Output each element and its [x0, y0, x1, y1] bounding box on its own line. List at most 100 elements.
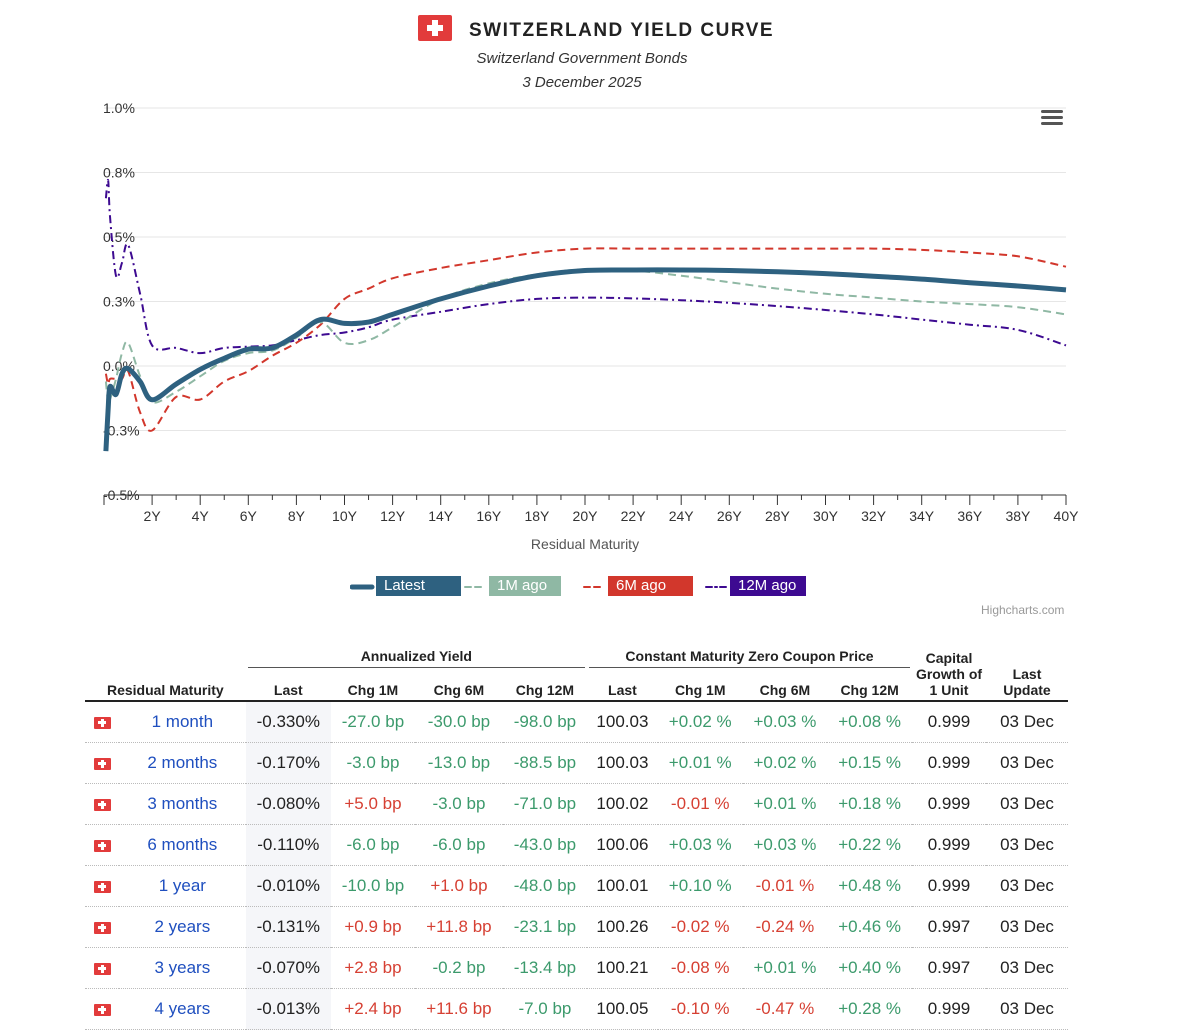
legend-symbol	[350, 584, 375, 590]
price-chg-12m: +0.46 %	[827, 906, 912, 948]
capital-growth: 0.997	[912, 947, 986, 989]
x-tick-label: 10Y	[332, 508, 358, 524]
series-line-1m-ago	[104, 268, 1067, 405]
x-tick-label: 8Y	[288, 508, 306, 524]
table-row: 2 years -0.131% +0.9 bp +11.8 bp -23.1 bp 100…	[85, 906, 1068, 948]
yield-chg-1m: +2.4 bp	[330, 988, 415, 1030]
header-residual-maturity-label: Residual Maturity	[106, 682, 224, 698]
last-update: 03 Dec	[986, 742, 1068, 784]
price-last: 100.01	[586, 865, 658, 907]
capital-growth: 0.999	[912, 988, 986, 1030]
yield-chg-1m: -3.0 bp	[330, 742, 415, 784]
table-sub-header-row: Last Chg 1M Chg 6M Chg 12M Last Chg 1M C…	[85, 670, 1068, 702]
price-chg-6m: +0.01 %	[742, 947, 828, 989]
yield-chg-6m: +11.6 bp	[415, 988, 503, 1030]
chart-title: SWITZERLAND YIELD CURVE	[469, 20, 775, 41]
yield-last: -0.131%	[245, 906, 331, 948]
header-annualized-yield-label: Annualized Yield	[247, 648, 585, 668]
yield-last: -0.070%	[245, 947, 331, 989]
price-chg-1m: -0.01 %	[657, 783, 743, 825]
price-chg-1m: +0.03 %	[657, 824, 743, 866]
swiss-flag-icon	[93, 921, 111, 934]
price-chg-12m: +0.15 %	[827, 742, 912, 784]
table-group-header-row: Residual Maturity Annualized Yield Const…	[85, 640, 1068, 702]
legend-label: Latest	[376, 576, 461, 596]
y-tick-label: -0.3%	[103, 423, 140, 439]
chart-menu-button[interactable]	[1040, 108, 1064, 130]
price-last: 100.05	[586, 988, 658, 1030]
x-tick-label: 30Y	[813, 508, 839, 524]
row-flag-cell	[85, 947, 119, 989]
price-chg-1m: -0.08 %	[657, 947, 743, 989]
legend-label: 12M ago	[730, 576, 806, 596]
capital-growth: 0.999	[912, 742, 986, 784]
row-flag-cell	[85, 742, 119, 784]
price-chg-12m: +0.08 %	[827, 701, 912, 743]
table-row: 6 months -0.110% -6.0 bp -6.0 bp -43.0 bp 100…	[85, 824, 1068, 866]
subheader-price-chg-12m: Chg 12M	[827, 670, 912, 702]
maturity-link[interactable]: 3 years	[119, 947, 246, 989]
last-update: 03 Dec	[986, 824, 1068, 866]
maturity-link[interactable]: 1 year	[119, 865, 246, 907]
table-row: 1 month -0.330% -27.0 bp -30.0 bp -98.0 bp 10…	[85, 701, 1068, 743]
series-line-12m-ago	[104, 178, 1067, 355]
swiss-flag-icon	[93, 839, 111, 852]
yield-chg-12m: -98.0 bp	[502, 701, 587, 743]
yield-last: -0.110%	[245, 824, 331, 866]
last-update: 03 Dec	[986, 988, 1068, 1030]
price-chg-6m: +0.02 %	[742, 742, 828, 784]
price-last: 100.06	[586, 824, 658, 866]
yield-last: -0.010%	[245, 865, 331, 907]
price-chg-1m: -0.10 %	[657, 988, 743, 1030]
capital-growth: 0.999	[912, 865, 986, 907]
menu-bar-icon	[1041, 110, 1063, 113]
yield-table: Residual Maturity Annualized Yield Const…	[85, 640, 1068, 1030]
subheader-yield-last: Last	[245, 670, 331, 702]
yield-chg-6m: -30.0 bp	[415, 701, 503, 743]
price-chg-6m: +0.03 %	[742, 701, 828, 743]
price-chg-6m: +0.01 %	[742, 783, 828, 825]
yield-chg-1m: +0.9 bp	[330, 906, 415, 948]
price-chg-1m: +0.01 %	[657, 742, 743, 784]
table-row: 4 years -0.013% +2.4 bp +11.6 bp -7.0 bp 100.…	[85, 988, 1068, 1030]
maturity-link[interactable]: 1 month	[119, 701, 246, 743]
yield-chg-6m: -0.2 bp	[415, 947, 503, 989]
yield-chg-12m: -43.0 bp	[502, 824, 587, 866]
price-chg-1m: -0.02 %	[657, 906, 743, 948]
x-tick-label: 22Y	[621, 508, 647, 524]
subheader-yield-chg-12m: Chg 12M	[502, 670, 587, 702]
last-update: 03 Dec	[986, 701, 1068, 743]
swiss-flag-icon	[93, 757, 111, 770]
x-tick-label: 12Y	[380, 508, 406, 524]
subheader-price-chg-6m: Chg 6M	[742, 670, 828, 702]
swiss-flag-icon	[93, 880, 111, 893]
subheader-yield-chg-6m: Chg 6M	[415, 670, 503, 702]
x-tick-label: 28Y	[765, 508, 791, 524]
swiss-flag-icon	[418, 15, 452, 41]
x-axis-title: Residual Maturity	[531, 536, 639, 552]
price-last: 100.21	[586, 947, 658, 989]
table-row: 3 months -0.080% +5.0 bp -3.0 bp -71.0 bp 100…	[85, 783, 1068, 825]
x-tick-label: 14Y	[428, 508, 454, 524]
yield-last: -0.080%	[245, 783, 331, 825]
yield-chg-6m: +1.0 bp	[415, 865, 503, 907]
yield-last: -0.170%	[245, 742, 331, 784]
highcharts-credits[interactable]: Highcharts.com	[981, 603, 1065, 617]
menu-bar-icon	[1041, 122, 1063, 125]
y-tick-label: 0.5%	[103, 229, 135, 245]
subheader-price-last: Last	[586, 670, 658, 702]
maturity-link[interactable]: 6 months	[119, 824, 246, 866]
price-chg-12m: +0.28 %	[827, 988, 912, 1030]
maturity-link[interactable]: 2 months	[119, 742, 246, 784]
maturity-link[interactable]: 3 months	[119, 783, 246, 825]
maturity-link[interactable]: 4 years	[119, 988, 246, 1030]
y-tick-label: 1.0%	[103, 100, 135, 116]
last-update: 03 Dec	[986, 865, 1068, 907]
maturity-link[interactable]: 2 years	[119, 906, 246, 948]
yield-chg-1m: -27.0 bp	[330, 701, 415, 743]
series-line-6m-ago	[104, 247, 1067, 432]
yield-chg-12m: -23.1 bp	[502, 906, 587, 948]
header-capital-growth: Capital Growth of 1 Unit	[912, 640, 986, 702]
row-flag-cell	[85, 824, 119, 866]
yield-chg-12m: -48.0 bp	[502, 865, 587, 907]
